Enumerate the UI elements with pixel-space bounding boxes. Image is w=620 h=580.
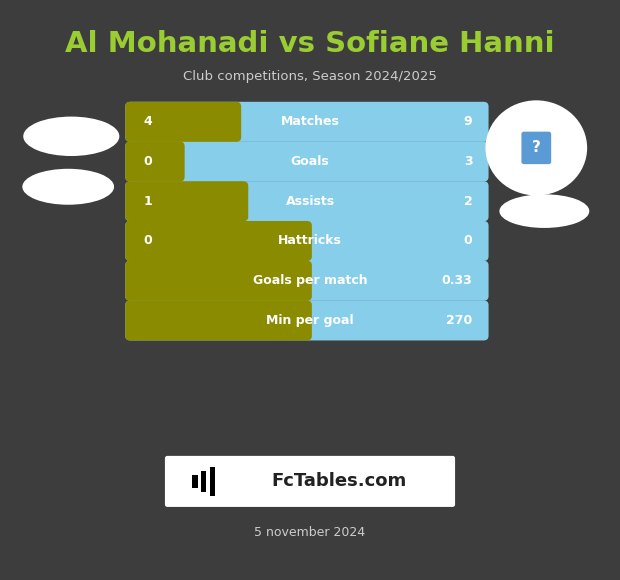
Text: 2: 2 <box>464 195 472 208</box>
Ellipse shape <box>500 194 590 228</box>
FancyBboxPatch shape <box>201 471 206 491</box>
FancyBboxPatch shape <box>125 181 248 221</box>
FancyBboxPatch shape <box>521 132 551 164</box>
Text: 0: 0 <box>144 234 153 248</box>
FancyBboxPatch shape <box>125 181 489 221</box>
Text: Al Mohanadi vs Sofiane Hanni: Al Mohanadi vs Sofiane Hanni <box>65 30 555 57</box>
FancyBboxPatch shape <box>165 456 455 507</box>
Text: 4: 4 <box>144 115 153 128</box>
FancyBboxPatch shape <box>296 266 307 296</box>
Text: 270: 270 <box>446 314 472 327</box>
Ellipse shape <box>22 169 114 205</box>
FancyBboxPatch shape <box>210 467 215 496</box>
Text: 0.33: 0.33 <box>441 274 472 287</box>
Text: ?: ? <box>532 140 541 155</box>
Text: 0: 0 <box>464 234 472 248</box>
FancyBboxPatch shape <box>225 106 236 137</box>
FancyBboxPatch shape <box>169 146 180 177</box>
Text: Min per goal: Min per goal <box>266 314 354 327</box>
Text: FcTables.com: FcTables.com <box>272 472 407 491</box>
Text: 5 november 2024: 5 november 2024 <box>254 526 366 539</box>
FancyBboxPatch shape <box>125 102 241 142</box>
FancyBboxPatch shape <box>125 261 489 300</box>
Text: Goals per match: Goals per match <box>253 274 367 287</box>
Text: Assists: Assists <box>285 195 335 208</box>
Text: 1: 1 <box>144 195 153 208</box>
FancyBboxPatch shape <box>125 102 489 142</box>
FancyBboxPatch shape <box>125 300 489 340</box>
Ellipse shape <box>24 117 120 156</box>
FancyBboxPatch shape <box>125 142 185 182</box>
FancyBboxPatch shape <box>125 261 312 300</box>
FancyBboxPatch shape <box>296 226 307 256</box>
Text: 0: 0 <box>144 155 153 168</box>
FancyBboxPatch shape <box>125 142 489 182</box>
FancyBboxPatch shape <box>125 221 312 261</box>
FancyBboxPatch shape <box>125 300 312 340</box>
Text: Club competitions, Season 2024/2025: Club competitions, Season 2024/2025 <box>183 70 437 83</box>
Text: Matches: Matches <box>281 115 339 128</box>
FancyBboxPatch shape <box>232 186 243 217</box>
FancyBboxPatch shape <box>192 475 198 488</box>
Text: Goals: Goals <box>291 155 329 168</box>
Text: 3: 3 <box>464 155 472 168</box>
Text: Hattricks: Hattricks <box>278 234 342 248</box>
FancyBboxPatch shape <box>125 221 489 261</box>
Text: 9: 9 <box>464 115 472 128</box>
Circle shape <box>485 100 587 195</box>
FancyBboxPatch shape <box>296 305 307 336</box>
